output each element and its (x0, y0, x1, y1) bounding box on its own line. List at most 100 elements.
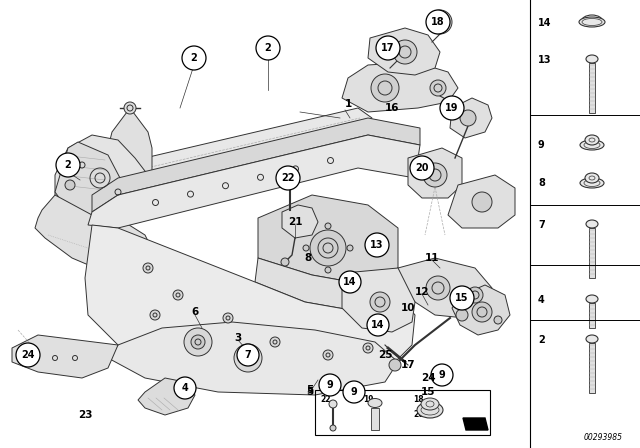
Text: 9: 9 (438, 370, 445, 380)
Circle shape (339, 271, 361, 293)
Ellipse shape (585, 135, 599, 145)
Text: 5: 5 (307, 385, 314, 395)
Text: 22: 22 (320, 395, 330, 404)
Polygon shape (398, 258, 492, 318)
Ellipse shape (421, 398, 439, 410)
Text: 14: 14 (538, 18, 552, 28)
Circle shape (376, 36, 400, 60)
Text: 2: 2 (65, 160, 72, 170)
Circle shape (423, 163, 447, 187)
Circle shape (56, 153, 80, 177)
Circle shape (285, 173, 295, 183)
Polygon shape (12, 335, 118, 378)
Text: 2: 2 (191, 53, 197, 63)
Ellipse shape (417, 402, 443, 418)
Text: 8: 8 (305, 253, 312, 263)
Text: 9: 9 (351, 387, 357, 397)
Polygon shape (408, 148, 462, 198)
Text: 18: 18 (413, 395, 424, 404)
Polygon shape (342, 268, 415, 332)
Text: 3: 3 (234, 333, 242, 343)
Text: 19: 19 (445, 103, 459, 113)
Text: 23: 23 (77, 410, 92, 420)
Circle shape (370, 292, 390, 312)
Text: 7: 7 (538, 220, 545, 230)
Circle shape (430, 80, 446, 96)
Circle shape (310, 230, 346, 266)
Text: 14: 14 (371, 320, 385, 330)
Circle shape (347, 245, 353, 251)
Circle shape (458, 296, 466, 304)
Text: 24: 24 (21, 350, 35, 360)
Text: 9: 9 (538, 140, 545, 150)
Circle shape (460, 110, 476, 126)
Text: 22: 22 (281, 173, 295, 183)
Text: 6: 6 (191, 307, 198, 317)
Bar (315, 390, 490, 435)
Polygon shape (35, 195, 155, 275)
Circle shape (173, 290, 183, 300)
Ellipse shape (586, 220, 598, 228)
Circle shape (281, 258, 289, 266)
Text: 7: 7 (244, 350, 252, 360)
Text: 5: 5 (307, 387, 314, 397)
Text: 12: 12 (415, 287, 429, 297)
Text: 4: 4 (182, 383, 188, 393)
Bar (589, 228, 595, 278)
Circle shape (325, 223, 331, 229)
Text: 15: 15 (455, 293, 468, 303)
Polygon shape (450, 98, 492, 138)
Circle shape (191, 335, 205, 349)
Circle shape (325, 267, 331, 273)
Text: 14: 14 (343, 277, 356, 287)
Polygon shape (368, 28, 440, 75)
Circle shape (371, 74, 399, 102)
Polygon shape (138, 378, 195, 415)
Polygon shape (55, 142, 120, 215)
Ellipse shape (586, 335, 598, 343)
Circle shape (393, 40, 417, 64)
Text: 17: 17 (401, 360, 415, 370)
Text: 25: 25 (378, 350, 392, 360)
Polygon shape (55, 135, 148, 218)
Circle shape (456, 309, 468, 321)
Text: 13: 13 (371, 240, 384, 250)
Text: 2: 2 (264, 43, 271, 53)
Circle shape (440, 96, 464, 120)
Text: 10: 10 (401, 303, 415, 313)
Circle shape (276, 166, 300, 190)
Text: 24: 24 (420, 373, 435, 383)
Text: 1: 1 (344, 99, 351, 109)
Circle shape (65, 180, 75, 190)
Circle shape (174, 377, 196, 399)
Polygon shape (88, 108, 372, 188)
Text: 15: 15 (420, 387, 435, 397)
Text: 00293985: 00293985 (584, 433, 623, 442)
Circle shape (343, 381, 365, 403)
Bar (589, 343, 595, 393)
Polygon shape (108, 322, 398, 395)
Circle shape (365, 233, 389, 257)
Polygon shape (448, 175, 515, 228)
Circle shape (256, 36, 280, 60)
Circle shape (426, 276, 450, 300)
Circle shape (237, 344, 259, 366)
Circle shape (182, 46, 206, 70)
Circle shape (389, 359, 401, 371)
Circle shape (472, 192, 492, 212)
Circle shape (363, 343, 373, 353)
Polygon shape (255, 258, 398, 312)
Text: 16: 16 (385, 103, 399, 113)
Polygon shape (452, 285, 510, 335)
Polygon shape (88, 135, 420, 228)
Circle shape (410, 156, 434, 180)
Text: 13: 13 (538, 55, 552, 65)
Circle shape (428, 10, 452, 34)
Ellipse shape (580, 140, 604, 150)
Circle shape (16, 343, 40, 367)
Polygon shape (92, 118, 420, 212)
Polygon shape (258, 195, 398, 285)
Circle shape (329, 400, 337, 408)
Circle shape (124, 102, 136, 114)
Polygon shape (108, 108, 152, 178)
